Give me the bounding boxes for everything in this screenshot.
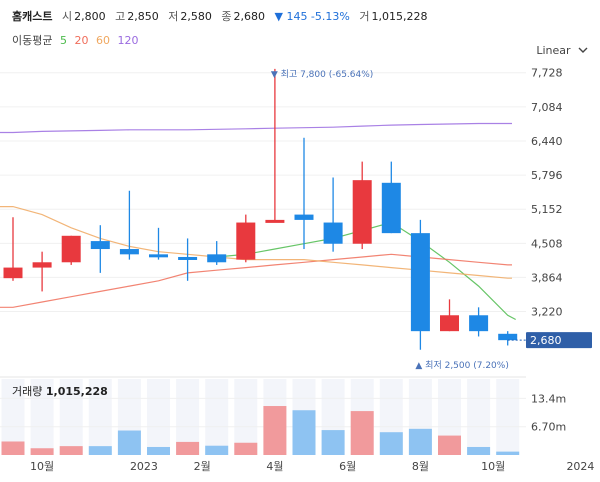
volume-bar	[117, 430, 141, 455]
min-price-annotation: ▲ 최저 2,500 (7.20%)	[415, 360, 508, 371]
y-tick-label: 3,864	[531, 271, 563, 284]
volume-label: 거	[359, 10, 370, 23]
volume-title-label: 거래량	[12, 385, 43, 398]
open-label: 시	[61, 10, 73, 23]
chevron-down-icon	[578, 47, 588, 53]
ma5-line	[216, 221, 516, 321]
current-price-label: 2,680	[530, 334, 562, 347]
ma-legend-20[interactable]: 20	[74, 34, 89, 47]
x-tick-label: 10월	[481, 460, 505, 473]
ma-legend-label: 이동평균	[12, 34, 53, 47]
candle-body	[469, 315, 489, 332]
volume-column-bg	[147, 379, 170, 455]
volume-bar	[292, 410, 316, 455]
candle-body	[61, 235, 81, 263]
x-tick-label: 10월	[30, 460, 54, 473]
scale-dropdown-label: Linear	[536, 44, 571, 57]
volume-column-bg	[467, 379, 491, 455]
open-value: 2,800	[74, 10, 106, 23]
volume-bar	[408, 428, 432, 455]
volume-bar	[234, 442, 258, 455]
ma60-line	[0, 206, 512, 279]
moving-average-legend: 이동평균 5 20 60 120	[12, 32, 142, 48]
volume-bar	[350, 411, 374, 455]
y-tick-label: 3,220	[531, 306, 563, 319]
ma-legend-5[interactable]: 5	[59, 34, 67, 47]
y-tick-label: 6,440	[531, 135, 563, 148]
low-label: 저	[168, 10, 179, 23]
low-value: 2,580	[180, 10, 212, 23]
candle-body	[32, 262, 52, 268]
candle-body	[440, 315, 459, 332]
candle-body	[90, 241, 110, 250]
ma-legend-60[interactable]: 60	[95, 34, 110, 47]
candle-body	[498, 333, 518, 341]
volume-column-bg	[205, 379, 229, 455]
volume-bar	[379, 432, 403, 455]
max-price-annotation: ▼ 최고 7,800 (-65.64%)	[271, 69, 373, 80]
volume-bar	[1, 441, 25, 455]
ma20-line	[0, 253, 512, 308]
x-tick-label: 2023	[130, 460, 158, 473]
stock-name: 홈캐스트	[12, 10, 53, 23]
y-tick-label: 5,152	[531, 203, 563, 216]
change-value: ▼ 145 -5.13%	[274, 10, 350, 23]
candle-body	[352, 180, 372, 244]
x-tick-label: 4월	[266, 460, 283, 473]
x-tick-label: 2024	[566, 460, 594, 473]
volume-bar	[176, 441, 200, 455]
volume-panel-title: 거래량 1,015,228	[12, 383, 108, 399]
candle-body	[294, 214, 314, 220]
volume-y-tick-label: 6.70m	[531, 421, 566, 434]
x-tick-label: 8월	[412, 460, 429, 473]
candle-body	[3, 267, 23, 279]
candle-body	[381, 182, 401, 234]
volume-title-value: 1,015,228	[45, 385, 108, 398]
candle-body	[323, 222, 343, 244]
close-value: 2,680	[233, 10, 265, 23]
y-tick-label: 5,796	[531, 169, 563, 182]
y-tick-label: 4,508	[531, 237, 563, 250]
ma-legend-120[interactable]: 120	[117, 34, 139, 47]
volume-column-bg	[496, 379, 520, 455]
x-tick-label: 2월	[194, 460, 211, 473]
candle-body	[178, 256, 198, 260]
candle-body	[236, 222, 256, 260]
y-tick-label: 7,728	[531, 67, 563, 80]
volume-bar	[321, 430, 345, 455]
stock-header: 홈캐스트 시 2,800 고 2,850 저 2,580 종 2,680 ▼ 145 -…	[12, 8, 433, 24]
candle-body	[410, 233, 430, 332]
volume-bar	[438, 435, 461, 455]
volume-value: 1,015,228	[371, 10, 428, 23]
volume-bar	[467, 446, 491, 455]
current-price-tag	[526, 332, 592, 349]
y-tick-label: 7,084	[531, 101, 563, 114]
scale-dropdown[interactable]: Linear	[536, 44, 588, 57]
candle-body	[207, 254, 227, 263]
volume-bar	[88, 446, 112, 455]
volume-bar	[30, 448, 54, 455]
volume-bar	[59, 446, 83, 455]
x-tick-label: 6월	[339, 460, 356, 473]
ma120-line	[0, 122, 512, 134]
close-label: 종	[221, 10, 232, 23]
volume-bar	[147, 446, 170, 455]
candle-body	[119, 249, 139, 255]
candle-body	[265, 219, 285, 223]
volume-bar	[263, 406, 287, 455]
high-label: 고	[115, 10, 126, 23]
volume-y-tick-label: 13.4m	[531, 392, 566, 405]
volume-bar	[205, 445, 229, 455]
volume-bar	[496, 451, 520, 455]
candle-body	[149, 254, 168, 258]
high-value: 2,850	[127, 10, 159, 23]
